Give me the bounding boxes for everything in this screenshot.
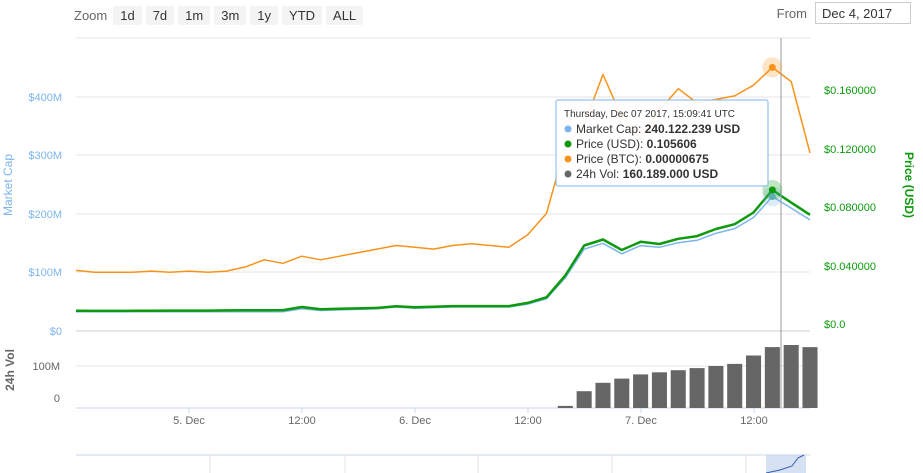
tooltip-row-value: 0.105606: [647, 137, 697, 151]
tooltip-row: 24h Vol: 160.189.000 USD: [576, 167, 718, 181]
market-cap-tick: $100M: [28, 267, 62, 279]
volume-axis-title: 24h Vol: [3, 349, 17, 391]
market-cap-axis-title: Market Cap: [1, 154, 15, 216]
tooltip-row: Price (USD): 0.105606: [576, 137, 697, 151]
tooltip-row-bullet: [564, 125, 572, 133]
zoom-bar: Zoom 1d 7d 1m 3m 1y YTD ALL: [74, 4, 367, 26]
tooltip-row-label: Price (USD):: [576, 137, 647, 151]
series-lines: [75, 66, 811, 313]
tooltip-row-value: 0.00000675: [645, 152, 709, 166]
price-btc-marker: [768, 63, 776, 71]
volume-tick: 0: [54, 393, 60, 405]
tooltip-row-bullet: [564, 140, 572, 148]
market-cap-axis: $400M $300M $200M $100M $0: [28, 92, 62, 338]
volume-bar: [670, 370, 686, 408]
time-tick: 12:00: [740, 415, 768, 427]
time-axis: 5. Dec 12:00 6. Dec 12:00 7. Dec 12:00: [76, 407, 810, 427]
price-usd-tick: $0.160000: [824, 85, 876, 97]
zoom-7d-button[interactable]: 7d: [145, 5, 175, 25]
price-usd-axis-title: Price (USD): [902, 152, 916, 218]
market-cap-tick: $300M: [28, 150, 62, 162]
market-cap-tick: $200M: [28, 209, 62, 221]
tooltip-row-label: Market Cap:: [576, 122, 645, 136]
data-tooltip: Thursday, Dec 07 2017, 15:09:41 UTC Mark…: [555, 99, 769, 187]
tooltip-row-bullet: [564, 155, 572, 163]
time-tick: 7. Dec: [625, 415, 657, 427]
date-range-from: From: [777, 2, 911, 24]
market-cap-marker: [768, 192, 776, 200]
tooltip-box: [555, 99, 769, 187]
tooltip-row-bullet: [564, 170, 572, 178]
volume-bar: [764, 347, 780, 408]
volume-bar: [727, 363, 743, 408]
time-tick: 12:00: [514, 415, 542, 427]
market-cap-tick: $400M: [28, 92, 62, 104]
time-tick: 12:00: [288, 415, 316, 427]
time-tick: 5. Dec: [173, 415, 205, 427]
tooltip-row: Market Cap: 240.122.239 USD: [576, 122, 740, 136]
zoom-ytd-button[interactable]: YTD: [282, 5, 323, 25]
tooltip-row: Price (BTC): 0.00000675: [576, 152, 709, 166]
zoom-label: Zoom: [74, 7, 108, 23]
price-usd-tick: $0.040000: [824, 261, 876, 273]
price-usd-tick: $0.120000: [824, 144, 876, 156]
volume-axis: 100M 0: [32, 361, 60, 405]
volume-bar: [689, 368, 705, 408]
volume-bar: [557, 405, 573, 408]
volume-bar: [708, 366, 724, 408]
zoom-1d-button[interactable]: 1d: [113, 5, 142, 25]
zoom-all-button[interactable]: ALL: [326, 5, 364, 25]
price-usd-marker: [768, 186, 776, 194]
volume-bars: [557, 345, 818, 408]
market-cap-tick: $0: [50, 326, 62, 338]
chart-grid: [76, 37, 810, 409]
price-btc-line: [75, 66, 811, 273]
price-usd-axis: $0.160000 $0.120000 $0.080000 $0.040000 …: [824, 85, 876, 331]
navigator[interactable]: [76, 454, 810, 473]
time-tick: 6. Dec: [399, 415, 431, 427]
tooltip-row-label: Price (BTC):: [576, 152, 645, 166]
volume-bar: [576, 391, 592, 408]
volume-bar: [614, 378, 630, 408]
volume-bar: [595, 382, 611, 408]
volume-tick: 100M: [32, 361, 60, 373]
price-usd-tick: $0.0: [824, 319, 845, 331]
tooltip-title: Thursday, Dec 07 2017, 15:09:41 UTC: [564, 109, 735, 120]
volume-bar: [783, 345, 799, 408]
navigator-selection[interactable]: [766, 455, 806, 473]
from-label: From: [776, 5, 807, 21]
tooltip-row-label: 24h Vol:: [576, 167, 623, 181]
price-usd-tick: $0.080000: [824, 202, 876, 214]
volume-bar: [651, 372, 667, 408]
zoom-1y-button[interactable]: 1y: [250, 5, 279, 25]
volume-bar: [802, 347, 818, 408]
tooltip-row-value: 240.122.239 USD: [645, 122, 741, 136]
zoom-1m-button[interactable]: 1m: [178, 5, 211, 25]
tooltip-row-value: 160.189.000 USD: [623, 167, 719, 181]
from-date-input[interactable]: [815, 2, 911, 24]
volume-bar: [746, 355, 762, 408]
price-usd-line: [75, 188, 811, 313]
volume-bar: [633, 374, 649, 408]
zoom-3m-button[interactable]: 3m: [214, 5, 247, 25]
